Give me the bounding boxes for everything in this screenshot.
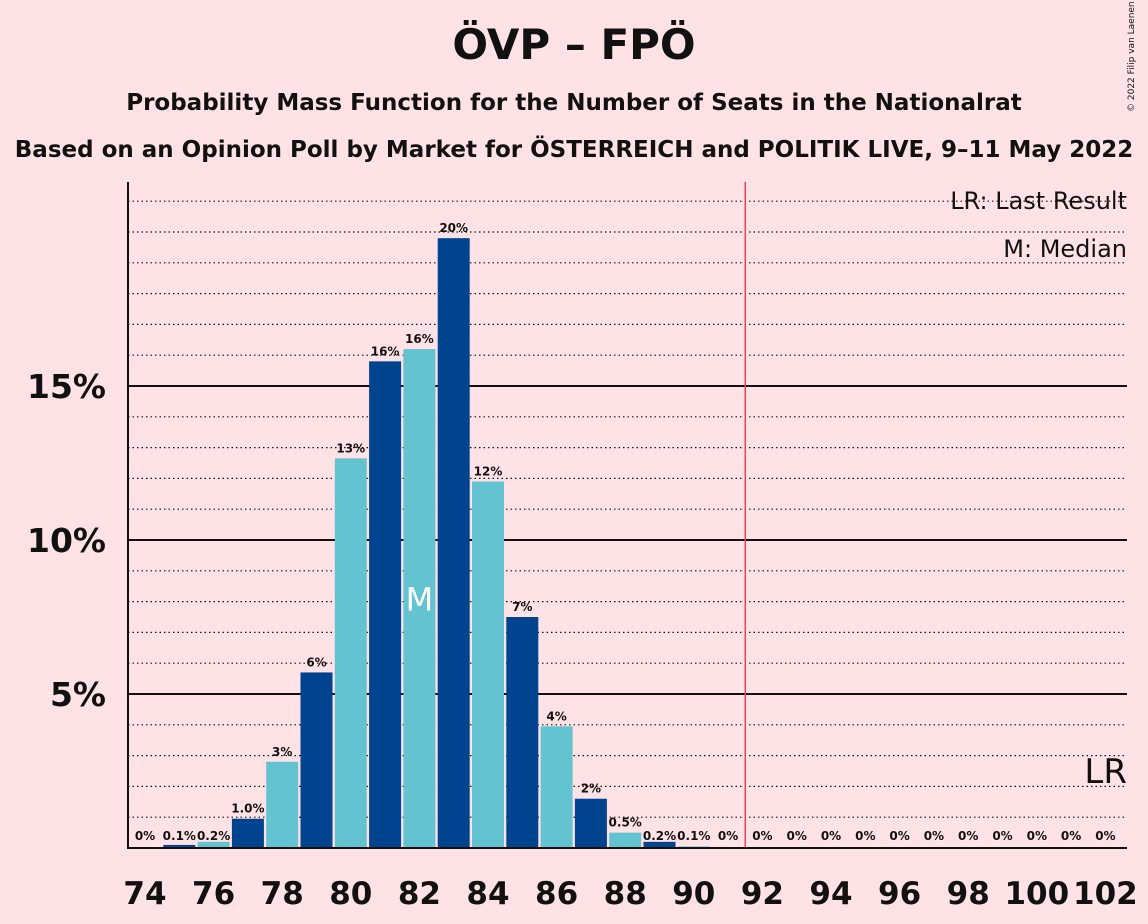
x-tick-label: 100 — [1004, 876, 1069, 912]
bar-label-95: 0% — [855, 829, 875, 843]
bar-89 — [643, 841, 676, 848]
bar-84 — [472, 481, 504, 848]
bar-76 — [197, 841, 230, 848]
bar-85 — [506, 617, 539, 848]
bar-labels: 0% 0.1% 0.2%1.0%3%6%13%16%16%20%12%7%4%2%0… — [135, 221, 1127, 843]
bar-75 — [163, 844, 196, 848]
x-tick-label: 78 — [261, 876, 304, 912]
x-tick-label: 76 — [192, 876, 235, 912]
bar-label-97: 0% — [924, 829, 944, 843]
bar-label-88: 0.5% — [609, 816, 642, 830]
bar-label-83: 20% — [439, 221, 468, 235]
y-tick-label: 10% — [27, 521, 106, 560]
bar-label-76: 0.2% — [197, 829, 230, 843]
x-tick-label: 98 — [947, 876, 990, 912]
bar-82 — [403, 349, 436, 848]
bar-label-81: 16% — [371, 344, 400, 358]
bar-label-98: 0% — [958, 829, 978, 843]
bar-83 — [437, 238, 470, 848]
legend-median: M: Median — [1003, 235, 1127, 263]
bar-label-79: 6% — [306, 655, 326, 669]
bar-label-102: 0% — [1095, 829, 1115, 843]
bar-label-89: 0.2% — [643, 829, 676, 843]
bars — [163, 238, 745, 848]
chart-source: Based on an Opinion Poll by Market for Ö… — [14, 137, 1134, 163]
bar-label-90: 0.1% — [677, 829, 710, 843]
x-tick-label: 86 — [535, 876, 578, 912]
bar-label-82: 16% — [405, 332, 434, 346]
bar-label-84: 12% — [474, 464, 503, 478]
x-tick-label: 92 — [741, 876, 784, 912]
median-marker: M — [406, 581, 434, 619]
bar-label-93: 0% — [787, 829, 807, 843]
bar-86 — [540, 726, 573, 848]
legend-last-result: LR: Last Result — [950, 187, 1127, 215]
bar-label-91: 0% — [718, 829, 738, 843]
chart-title: ÖVP – FPÖ — [452, 20, 696, 69]
bar-87 — [574, 798, 607, 848]
x-tick-label: 74 — [123, 876, 166, 912]
bar-79 — [300, 672, 333, 848]
bar-label-99: 0% — [992, 829, 1012, 843]
bar-label-74: 0% — [135, 829, 155, 843]
x-tick-label: 102 — [1073, 876, 1138, 912]
x-tick-label: 80 — [329, 876, 372, 912]
grid — [128, 200, 1127, 818]
bar-label-80: 13% — [336, 441, 365, 455]
bar-77 — [231, 818, 264, 848]
bar-80 — [334, 458, 367, 848]
y-tick-label: 5% — [50, 675, 106, 714]
bar-label-94: 0% — [821, 829, 841, 843]
bar-label-92: 0% — [752, 829, 772, 843]
x-tick-label: 96 — [878, 876, 921, 912]
bar-78 — [266, 761, 299, 848]
bar-81 — [369, 361, 402, 848]
x-tick-label: 88 — [604, 876, 647, 912]
bar-label-78: 3% — [272, 745, 292, 759]
bar-label-86: 4% — [546, 709, 566, 723]
chart-subtitle: Probability Mass Function for the Number… — [126, 90, 1022, 116]
x-tick-label: 84 — [466, 876, 509, 912]
bar-label-87: 2% — [581, 782, 601, 796]
bar-88 — [609, 832, 642, 848]
x-tick-label: 82 — [398, 876, 441, 912]
x-tick-label: 94 — [809, 876, 852, 912]
bar-label-85: 7% — [512, 600, 532, 614]
x-tick-label: 90 — [672, 876, 715, 912]
bar-label-96: 0% — [889, 829, 909, 843]
bar-label-75: 0.1% — [163, 829, 196, 843]
bar-label-100: 0% — [1027, 829, 1047, 843]
last-result-marker: LR — [1084, 752, 1127, 792]
bar-label-101: 0% — [1061, 829, 1081, 843]
y-tick-label: 15% — [27, 367, 106, 406]
axes: 5% 10% 15% 74 76 78 80 82 84 86 88 90 92 94 96 98 100 102 — [27, 182, 1138, 912]
bar-label-77: 1.0% — [231, 802, 264, 816]
